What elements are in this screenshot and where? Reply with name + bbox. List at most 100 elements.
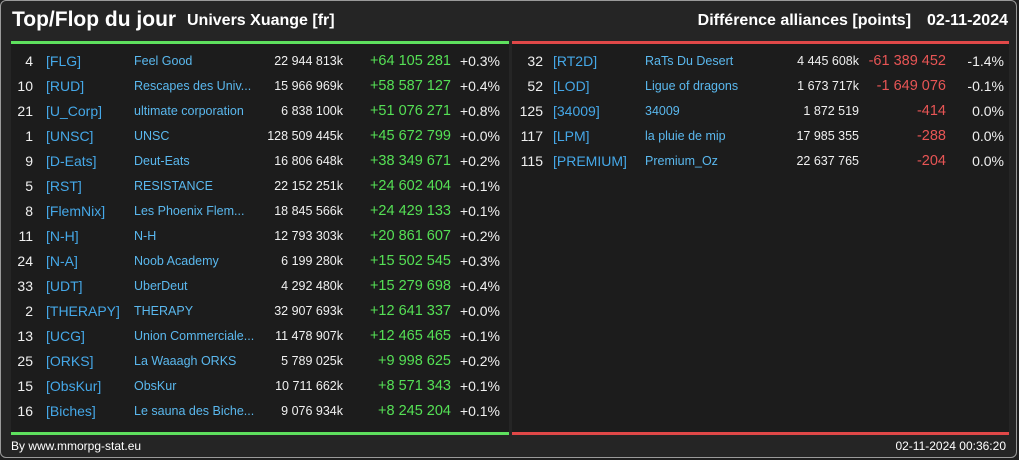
alliance-points: 10 711 662k <box>275 379 343 393</box>
percent-change: -1.4% <box>967 53 1004 69</box>
alliance-points: 9 076 934k <box>281 404 343 418</box>
alliance-tag-link[interactable]: [Biches] <box>46 403 96 419</box>
top-row: 1 [UNSC] UNSC 128 509 445k +45 672 799 +0.0% <box>11 124 509 149</box>
alliance-rank: 13 <box>17 328 33 344</box>
top-row: 10 [RUD] Rescapes des Univ... 15 966 969k +5… <box>11 74 509 99</box>
alliance-points: 6 199 280k <box>281 254 343 268</box>
flop-row: 52 [LOD] Ligue of dragons 1 673 717k -1 649 … <box>512 74 1009 99</box>
percent-change: +0.2% <box>459 353 500 369</box>
alliance-tag-link[interactable]: [UCG] <box>46 328 85 344</box>
top-row: 11 [N-H] N-H 12 793 303k +20 861 607 +0.2% <box>11 224 509 249</box>
percent-change: +0.4% <box>459 78 500 94</box>
percent-change: +0.1% <box>459 178 500 194</box>
alliance-name-link[interactable]: Rescapes des Univ... <box>134 79 252 93</box>
alliance-tag-link[interactable]: [N-A] <box>46 253 78 269</box>
alliance-name-link[interactable]: Premium_Oz <box>645 154 718 168</box>
points-difference: +12 465 465 <box>369 328 451 344</box>
alliance-tag-link[interactable]: [U_Corp] <box>46 103 103 119</box>
alliance-name-link[interactable]: UberDeut <box>134 279 188 293</box>
flop-row: 117 [LPM] la pluie de mip 17 985 355 -288 0.0… <box>512 124 1009 149</box>
alliance-points: 22 944 813k <box>274 54 343 68</box>
alliance-tag-link[interactable]: [UNSC] <box>46 128 94 144</box>
alliance-rank: 21 <box>17 103 33 119</box>
alliance-name-link[interactable]: Le sauna des Biche... <box>134 404 255 418</box>
alliance-points: 4 292 480k <box>281 279 343 293</box>
points-difference: +20 861 607 <box>369 228 451 244</box>
alliance-rank: 2 <box>25 303 33 319</box>
points-difference: +51 076 271 <box>369 103 451 119</box>
alliance-points: 11 478 907k <box>275 329 343 343</box>
alliance-rank: 4 <box>25 53 33 69</box>
universe-label: Univers Xuange [fr] <box>187 12 335 29</box>
top-panel: 4 [FLG] Feel Good 22 944 813k +64 105 281 +0.… <box>11 41 509 435</box>
points-difference: +15 279 698 <box>369 278 451 294</box>
top-row: 2 [THERAPY] THERAPY 32 907 693k +12 641 337 +… <box>11 299 509 324</box>
percent-change: +0.2% <box>459 228 500 244</box>
points-difference: -61 389 452 <box>868 53 946 69</box>
alliance-tag-link[interactable]: [RUD] <box>46 78 85 94</box>
alliance-tag-link[interactable]: [LOD] <box>553 78 590 94</box>
alliance-name-link[interactable]: Deut-Eats <box>134 154 190 168</box>
alliance-rank: 15 <box>17 378 33 394</box>
alliance-tag-link[interactable]: [FLG] <box>46 53 82 69</box>
alliance-name-link[interactable]: 34009 <box>645 104 680 118</box>
points-difference: -1 649 076 <box>876 78 946 94</box>
percent-change: 0.0% <box>972 103 1004 119</box>
top-row: 21 [U_Corp] ultimate corporation 6 838 100k… <box>11 99 509 124</box>
alliance-tag-link[interactable]: [THERAPY] <box>46 303 120 319</box>
alliance-tag-link[interactable]: [FlemNix] <box>46 203 106 219</box>
footer-timestamp: 02-11-2024 00:36:20 <box>895 439 1006 453</box>
metric-label: Différence alliances [points] <box>697 12 912 29</box>
points-difference: +38 349 671 <box>369 153 451 169</box>
alliance-name-link[interactable]: Les Phoenix Flem... <box>134 204 245 218</box>
alliance-name-link[interactable]: la pluie de mip <box>645 129 726 143</box>
alliance-tag-link[interactable]: [N-H] <box>46 228 79 244</box>
alliance-rank: 11 <box>18 228 33 244</box>
flop-panel: 32 [RT2D] RaTs Du Desert 4 445 608k -61 389 … <box>512 41 1009 435</box>
alliance-rank: 16 <box>17 403 33 419</box>
alliance-tag-link[interactable]: [ORKS] <box>46 353 94 369</box>
alliance-rank: 8 <box>25 203 33 219</box>
percent-change: 0.0% <box>972 128 1004 144</box>
alliance-name-link[interactable]: ultimate corporation <box>134 104 244 118</box>
points-difference: -288 <box>916 128 946 144</box>
alliance-name-link[interactable]: N-H <box>134 229 157 243</box>
percent-change: -0.1% <box>967 78 1004 94</box>
alliance-points: 6 838 100k <box>281 104 343 118</box>
points-difference: -414 <box>916 103 946 119</box>
alliance-tag-link[interactable]: [PREMIUM] <box>553 153 627 169</box>
alliance-tag-link[interactable]: [RST] <box>46 178 82 194</box>
points-difference: +8 571 343 <box>378 378 451 394</box>
alliance-name-link[interactable]: La Waaagh ORKS <box>134 354 237 368</box>
top-row: 4 [FLG] Feel Good 22 944 813k +64 105 281 +0.… <box>11 49 509 74</box>
alliance-tag-link[interactable]: [RT2D] <box>553 53 598 69</box>
percent-change: +0.0% <box>459 303 500 319</box>
top-row: 8 [FlemNix] Les Phoenix Flem... 18 845 566k… <box>11 199 509 224</box>
alliance-rank: 9 <box>25 153 33 169</box>
alliance-rank: 5 <box>25 178 33 194</box>
alliance-name-link[interactable]: RESISTANCE <box>134 179 213 193</box>
alliance-name-link[interactable]: RaTs Du Desert <box>645 54 734 68</box>
alliance-rank: 32 <box>527 53 543 69</box>
alliance-rank: 52 <box>527 78 543 94</box>
alliance-name-link[interactable]: THERAPY <box>134 304 194 318</box>
points-difference: +24 602 404 <box>369 178 451 194</box>
alliance-tag-link[interactable]: [LPM] <box>553 128 590 144</box>
alliance-name-link[interactable]: Union Commerciale... <box>134 329 255 343</box>
top-row: 15 [ObsKur] ObsKur 10 711 662k +8 571 343 +0.… <box>11 374 509 399</box>
alliance-name-link[interactable]: ObsKur <box>134 379 177 393</box>
alliance-points: 32 907 693k <box>274 304 343 318</box>
alliance-name-link[interactable]: UNSC <box>134 129 170 143</box>
flop-row: 125 [34009] 34009 1 872 519 -414 0.0% <box>512 99 1009 124</box>
alliance-tag-link[interactable]: [34009] <box>553 103 600 119</box>
alliance-points: 12 793 303k <box>274 229 343 243</box>
alliance-name-link[interactable]: Feel Good <box>134 54 193 68</box>
alliance-tag-link[interactable]: [UDT] <box>46 278 83 294</box>
header-right: Différence alliances [points] 02-11-2024 <box>698 12 1008 30</box>
alliance-tag-link[interactable]: [ObsKur] <box>46 378 102 394</box>
alliance-name-link[interactable]: Noob Academy <box>134 254 219 268</box>
top-row: 16 [Biches] Le sauna des Biche... 9 076 934… <box>11 399 509 424</box>
alliance-tag-link[interactable]: [D-Eats] <box>46 153 97 169</box>
alliance-name-link[interactable]: Ligue of dragons <box>645 79 739 93</box>
